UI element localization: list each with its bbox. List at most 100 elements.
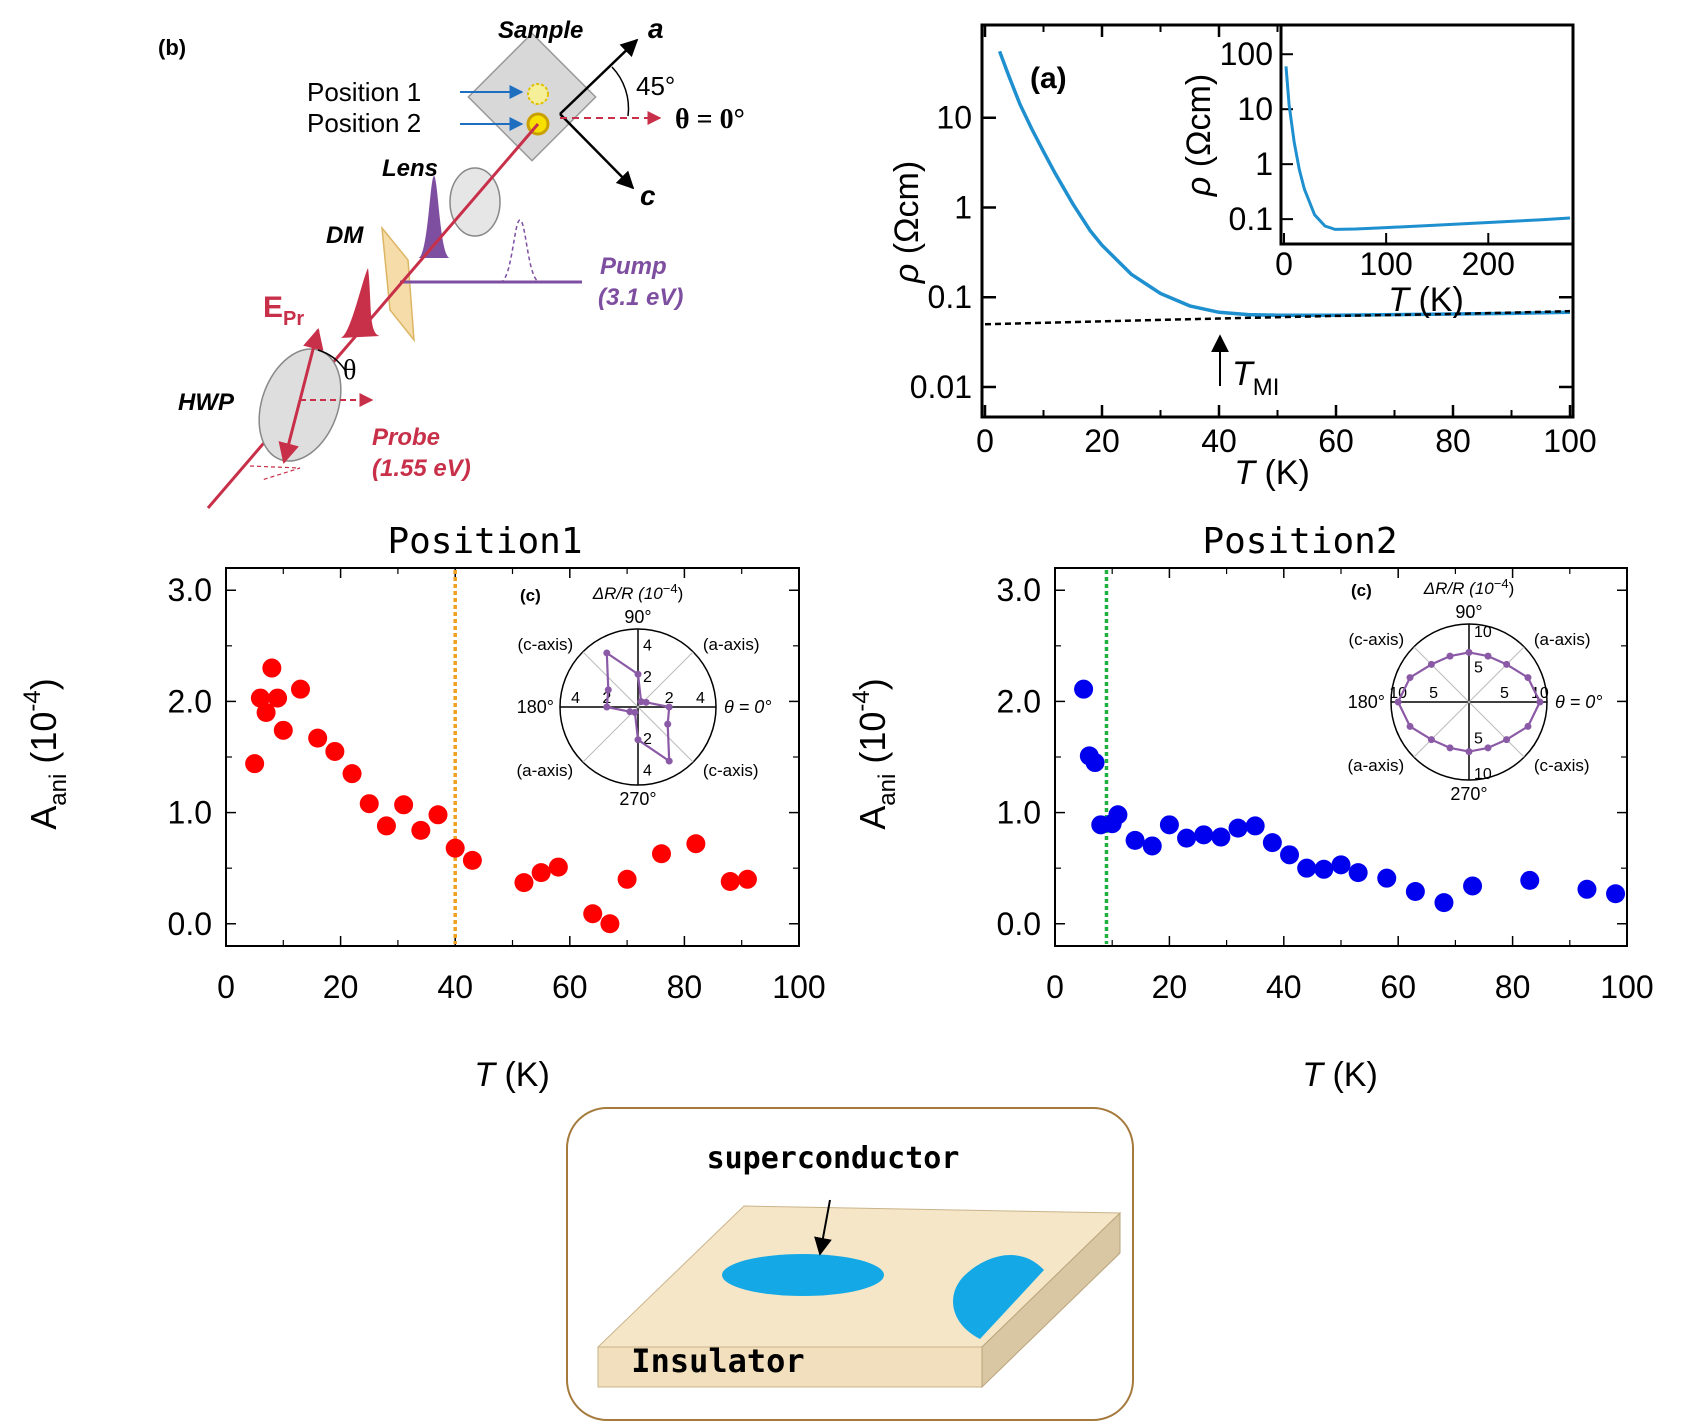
position1-polar-point (605, 686, 612, 693)
position1-polar-rtick: 4 (643, 638, 652, 655)
position1-polar-title-exp: −4 (663, 581, 678, 596)
position2-polar-panel-label: (c) (1351, 581, 1372, 600)
position2-point (1143, 836, 1162, 855)
resistivity-xtick-label: 60 (1318, 423, 1354, 459)
position2-point (1194, 825, 1213, 844)
theta-zero-label: θ = 0° (675, 104, 745, 135)
position1-label: Position 1 (307, 77, 421, 107)
position1-polar-point (635, 671, 642, 678)
position2-polar-point (1524, 674, 1531, 681)
dm-label: DM (326, 222, 364, 249)
position1-spot (528, 84, 548, 104)
axis-c-arrow (560, 114, 633, 188)
position1-point (325, 742, 344, 761)
position2-label: Position 2 (307, 108, 421, 138)
position2-point (1280, 845, 1299, 864)
position2-polar-rtick: 10 (1474, 624, 1492, 641)
position2-polar-title-main: ΔR/R (10 (1423, 579, 1495, 598)
resistivity-inset-frame (1281, 25, 1573, 244)
sample-label: Sample (498, 17, 583, 44)
position1-point (618, 870, 637, 889)
position1-polar-rtick: 4 (643, 762, 652, 779)
dichroic-mirror (382, 228, 414, 340)
position2-point (1160, 815, 1179, 834)
resistivity-ytick-label: 0.1 (928, 279, 972, 315)
position1-point (463, 851, 482, 870)
inset-xlabel: T (K) (1388, 281, 1464, 319)
position1-polar-angle-label: 270° (619, 789, 656, 809)
position2-ytick-label: 2.0 (997, 683, 1041, 719)
position1-title: Position1 (387, 521, 582, 562)
position1-polar-point (638, 698, 645, 705)
position2-ylabel: Aani (10-4) (848, 678, 901, 829)
position2-polar-point (1503, 661, 1510, 668)
position2-polar-rtick: 5 (1429, 685, 1438, 702)
position2-polar-title: ΔR/R (10−4) (1423, 576, 1514, 598)
position1-polar-axis-label: (a-axis) (516, 761, 573, 780)
position2-polar-axis-label: (c-axis) (1348, 630, 1404, 649)
position1-chart: Position1 0204060801000.01.02.03.0 T (K)… (19, 521, 826, 1094)
position1-xtick-label: 40 (437, 969, 473, 1005)
position2-polar-angle-label: 270° (1450, 784, 1487, 804)
position2-point (1577, 880, 1596, 899)
position2-point (1177, 829, 1196, 848)
position1-polar-rtick: 4 (571, 690, 580, 707)
position2-title: Position2 (1202, 521, 1397, 562)
superconductor-island (722, 1254, 884, 1296)
position1-point (245, 754, 264, 773)
position1-ticks: 0204060801000.01.02.03.0 (168, 568, 826, 1005)
position2-point (1074, 680, 1093, 699)
position2-polar-point (1407, 674, 1414, 681)
position1-xlabel: T (K) (474, 1056, 550, 1094)
position1-polar-axis-label: (c-axis) (517, 635, 573, 654)
pump-label: Pump (600, 253, 667, 280)
resistivity-ylabel: ρ (Ωcm) (888, 161, 926, 284)
axis-a-label: a (648, 13, 664, 44)
position2-polar-point (1447, 744, 1454, 751)
position2-point (1463, 876, 1482, 895)
position2-polar-angle-label: θ = 0° (1555, 692, 1603, 712)
probe-incoming-pulse (250, 466, 300, 480)
position1-xtick-label: 80 (667, 969, 703, 1005)
tmi-subscript: MI (1253, 374, 1280, 401)
position2-chart: Position2 0204060801000.01.02.03.0 T (K)… (848, 521, 1654, 1094)
position2-polar-point (1466, 748, 1473, 755)
position2-polar-axis-label: (a-axis) (1347, 756, 1404, 775)
position1-point (652, 844, 671, 863)
inset-xtick-label: 100 (1359, 246, 1412, 282)
position1-polar-rtick: 2 (643, 669, 652, 686)
position2-polar-point (1395, 699, 1402, 706)
inset-ytick-label: 1 (1255, 146, 1273, 182)
resistivity-xlabel: T (K) (1234, 454, 1310, 492)
position1-polar-point (635, 736, 642, 743)
position1-polar-point (666, 758, 673, 765)
position1-polar-point (603, 649, 610, 656)
position1-point (532, 863, 551, 882)
position2-ytick-label: 1.0 (997, 795, 1041, 831)
position2-polar-rtick: 5 (1500, 685, 1509, 702)
position1-point (360, 794, 379, 813)
position2-point (1126, 831, 1145, 850)
position1-ytick-label: 2.0 (168, 683, 212, 719)
inset-xtick-label: 200 (1462, 246, 1515, 282)
position2-ytick-label: 0.0 (997, 906, 1041, 942)
resistivity-ytick-label: 1 (954, 189, 972, 225)
position1-point (274, 721, 293, 740)
position1-polar-point (631, 709, 638, 716)
position2-polar-rtick: 10 (1474, 766, 1492, 783)
position1-polar-title: ΔR/R (10−4) (592, 581, 683, 603)
position2-point (1314, 860, 1333, 879)
position1-polar-inset: 2222444490°180°270°θ = 0°(c-axis)(a-axis… (516, 581, 771, 809)
resistivity-xtick-label: 100 (1543, 423, 1596, 459)
position1-point (686, 834, 705, 853)
inset-ytick-label: 100 (1220, 36, 1273, 72)
position1-polar-axis-label: (a-axis) (703, 635, 760, 654)
position1-polar-title-end: ) (678, 584, 684, 603)
inset-xtick-label: 0 (1275, 246, 1293, 282)
position2-xtick-label: 80 (1495, 969, 1531, 1005)
angle-label: 45° (636, 71, 675, 101)
probe-pulse (340, 268, 380, 338)
superconductor-label: superconductor (707, 1141, 960, 1176)
position1-polar-angle-label: θ = 0° (724, 697, 772, 717)
position2-polar-rtick: 5 (1474, 660, 1483, 677)
